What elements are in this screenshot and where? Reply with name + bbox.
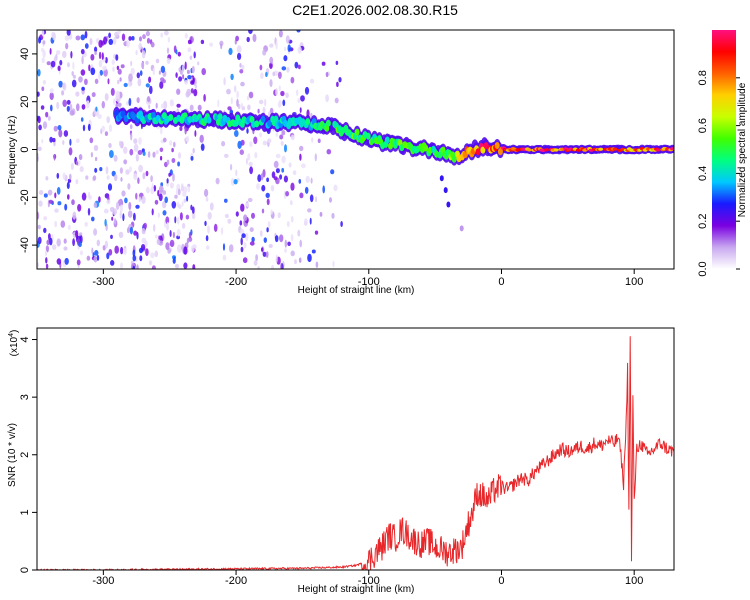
- snr-x-tick-label: -200: [225, 575, 247, 587]
- spectrogram-y-tick-label: -20: [19, 189, 31, 205]
- colorbar-tick-label: 0.0: [697, 261, 709, 276]
- snr-x-tick-label: -300: [92, 575, 114, 587]
- colorbar-ticks: 0.0 0.2 0.4 0.6 0.8: [697, 70, 740, 277]
- colorbar-tick-label: 0.8: [697, 70, 709, 85]
- snr-y-tick-label: 3: [19, 394, 31, 400]
- colorbar-gradient: [712, 30, 736, 269]
- snr-y-tick-label: 2: [19, 452, 31, 458]
- noise-speckles: [37, 30, 346, 269]
- snr-multiplier-label: (x104): [8, 330, 20, 357]
- snr-multiplier-close: ): [9, 330, 20, 333]
- snr-multiplier-exponent: 4: [8, 333, 15, 337]
- colorbar-label: Normalized spectral amplitude: [737, 82, 748, 217]
- snr-panel: -300 -200 -100 0 100 0 1 2 3 4 Height of straigh…: [7, 327, 675, 595]
- spectrogram-y-axis-title: Frequency (Hz): [7, 116, 18, 185]
- snr-x-tick-label: -100: [358, 575, 380, 587]
- snr-x-axis-title: Height of straight line (km): [298, 584, 415, 595]
- spectrogram-x-tick-label: -200: [225, 276, 247, 288]
- snr-y-tick-label: 4: [19, 336, 31, 342]
- snr-x-ticks: -300 -200 -100 0 100: [92, 570, 643, 587]
- colorbar-tick-label: 0.6: [697, 118, 709, 133]
- snr-multiplier-base: (x10: [9, 336, 20, 356]
- snr-x-tick-label: 100: [625, 575, 643, 587]
- spectrogram-noise: [37, 30, 346, 269]
- snr-frame: [36, 327, 675, 571]
- spectrogram-y-tick-label: 0: [19, 146, 31, 152]
- spectrogram-y-tick-label: -40: [19, 237, 31, 253]
- frequency-ridge: [113, 106, 674, 232]
- snr-series-line: [37, 336, 674, 570]
- snr-y-tick-label: 1: [19, 509, 31, 515]
- spectrogram-x-axis-title: Height of straight line (km): [298, 285, 415, 296]
- snr-y-axis-title: SNR (10 * v/v): [7, 423, 18, 487]
- spectrogram-y-tick-label: 20: [19, 96, 31, 108]
- colorbar-tick-label: 0.2: [697, 214, 709, 229]
- spectrogram-x-ticks: -300 -200 -100 0 100: [92, 269, 643, 288]
- spectrogram-x-tick-label: -300: [92, 276, 114, 288]
- spectrogram-x-tick-label: 0: [498, 276, 504, 288]
- snr-x-tick-label: 0: [498, 575, 504, 587]
- ridge-tail: [439, 175, 464, 232]
- colorbar: 0.0 0.2 0.4 0.6 0.8 Normalized spectral ampl…: [697, 30, 748, 277]
- spectrogram-y-ticks: -40 -20 0 20 40: [19, 48, 37, 253]
- colorbar-tick-label: 0.4: [697, 166, 709, 181]
- chart-title: C2E1.2026.002.08.30.R15: [292, 2, 458, 18]
- spectrogram-x-tick-label: 100: [625, 276, 643, 288]
- ridge-core: [114, 109, 674, 163]
- snr-y-ticks: 0 1 2 3 4: [19, 336, 37, 573]
- snr-y-tick-label: 0: [19, 567, 31, 573]
- spectrogram-y-tick-label: 40: [19, 48, 31, 60]
- snr-background: [37, 328, 674, 570]
- spectrogram-x-tick-label: -100: [358, 276, 380, 288]
